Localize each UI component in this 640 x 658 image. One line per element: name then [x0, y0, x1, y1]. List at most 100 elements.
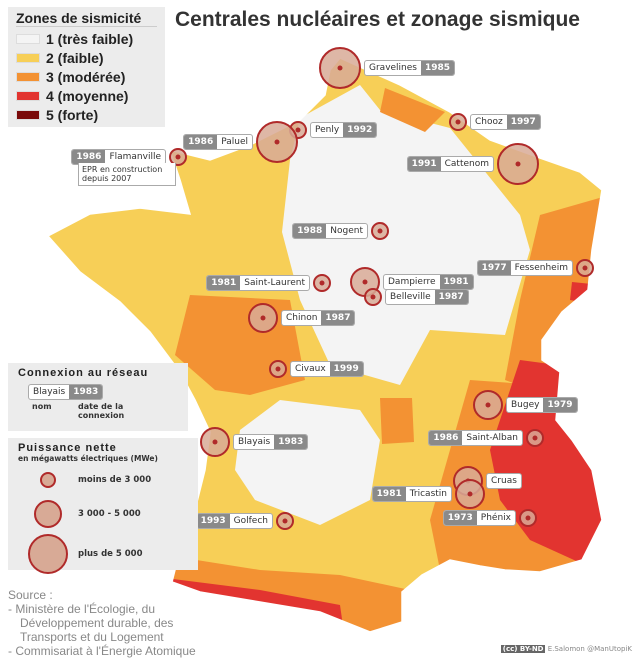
zone-swatch — [16, 90, 40, 101]
plant-name: Paluel — [221, 137, 248, 147]
plant-name: Cruas — [491, 476, 517, 486]
plant-label-bugey[interactable]: Bugey 1979 — [506, 397, 578, 413]
seismic-legend: Zones de sismicité 1 (très faible) 2 (fai… — [8, 7, 165, 127]
plant-dot — [175, 154, 181, 160]
plant-year: 1986 — [184, 135, 218, 149]
legend-zone-3: 3 (modérée) — [16, 67, 157, 86]
plant-name: Nogent — [330, 226, 363, 236]
power-size-row: plus de 5 000 — [18, 531, 188, 577]
plant-label-cruas[interactable]: Cruas — [486, 473, 522, 489]
size-circle-icon — [28, 534, 68, 574]
connexion-title: Connexion au réseau — [18, 367, 149, 379]
size-circle-icon — [40, 472, 56, 488]
plant-label-blayais[interactable]: Blayais 1983 — [233, 434, 309, 450]
plant-year: 1987 — [434, 290, 468, 304]
plant-name: Saint-Alban — [466, 433, 518, 443]
plant-label-gravelines[interactable]: Gravelines 1985 — [364, 60, 456, 76]
plant-label-golfech[interactable]: 1993 Golfech — [195, 513, 273, 529]
plant-label-saint-alban[interactable]: 1986 Saint-Alban — [428, 430, 523, 446]
connexion-legend: Connexion au réseau Blayais 1983 nom date … — [8, 363, 188, 431]
plant-name: Fessenheim — [514, 263, 568, 273]
plant-label-fessenheim[interactable]: 1977 Fessenheim — [476, 260, 573, 276]
plant-year: 1981 — [207, 276, 241, 290]
plant-dot — [212, 439, 218, 445]
plant-dot — [337, 65, 343, 71]
plant-year: 1979 — [543, 398, 577, 412]
plant-dot — [582, 265, 588, 271]
zone-3-north — [380, 88, 445, 132]
legend-zone-2: 2 (faible) — [16, 48, 157, 67]
plant-name: Chooz — [475, 117, 503, 127]
plant-name: Tricastin — [409, 489, 447, 499]
plant-label-chinon[interactable]: Chinon 1987 — [281, 310, 356, 326]
zone-swatch — [16, 33, 40, 44]
zone-3-central — [380, 398, 414, 444]
plant-label-penly[interactable]: Penly 1992 — [310, 122, 378, 138]
zone-swatch — [16, 109, 40, 120]
flamanville-note: EPR en construction depuis 2007 — [78, 163, 176, 186]
plant-year: 1993 — [196, 514, 230, 528]
plant-name: Belleville — [390, 292, 431, 302]
plant-label-nogent[interactable]: 1988 Nogent — [292, 223, 368, 239]
plant-year: 1981 — [372, 487, 406, 501]
legend-title: Zones de sismicité — [16, 10, 157, 27]
plant-dot — [274, 139, 280, 145]
source-title: Source : — [8, 588, 53, 602]
plant-label-dampierre[interactable]: Dampierre 1981 — [383, 274, 474, 290]
plant-name: Chinon — [286, 313, 318, 323]
plant-year: 1973 — [443, 511, 477, 525]
plant-year: 1999 — [329, 362, 363, 376]
map-title: Centrales nucléaires et zonage sismique — [175, 8, 580, 31]
power-title: Puissance nette — [18, 442, 117, 454]
plant-dot — [485, 402, 491, 408]
power-subtitle: en mégawatts électriques (MWe) — [18, 454, 158, 463]
zone-swatch — [16, 71, 40, 82]
plant-label-phénix[interactable]: 1973 Phénix — [442, 510, 516, 526]
zone-label: 4 (moyenne) — [46, 87, 129, 104]
plant-dot — [525, 515, 531, 521]
zone-3-east — [505, 195, 602, 400]
example-label: Blayais 1983 — [28, 384, 104, 400]
plant-dot — [275, 366, 281, 372]
plant-dot — [362, 279, 368, 285]
source-line: Développement durable, des — [20, 616, 174, 630]
plant-dot — [467, 491, 473, 497]
plant-label-paluel[interactable]: 1986 Paluel — [183, 134, 253, 150]
plant-dot — [377, 228, 383, 234]
plant-year: 1986 — [72, 150, 106, 164]
zone-label: 3 (modérée) — [46, 68, 126, 85]
plant-dot — [370, 294, 376, 300]
plant-name: Bugey — [511, 400, 540, 410]
date-caption: date de la connexion — [78, 402, 125, 420]
plant-dot — [532, 435, 538, 441]
plant-label-civaux[interactable]: Civaux 1999 — [290, 361, 364, 377]
plant-year: 1985 — [420, 61, 455, 75]
plant-name: Blayais — [238, 437, 271, 447]
plant-label-saint-laurent[interactable]: 1981 Saint-Laurent — [206, 275, 310, 291]
example-name: Blayais — [33, 387, 66, 397]
plant-label-belleville[interactable]: Belleville 1987 — [385, 289, 469, 305]
plant-name: Penly — [315, 125, 340, 135]
legend-zone-1: 1 (très faible) — [16, 29, 157, 48]
plant-year: 1992 — [343, 123, 377, 137]
plant-name: Dampierre — [388, 277, 436, 287]
zone-label: 2 (faible) — [46, 49, 104, 66]
zone-label: 1 (très faible) — [46, 30, 134, 47]
author: E.Salomon @ManUtopiK — [547, 645, 632, 653]
zone-swatch — [16, 52, 40, 63]
plant-name: Golfech — [233, 516, 268, 526]
plant-name: Cattenom — [444, 159, 489, 169]
size-label: 3 000 - 5 000 — [78, 509, 141, 519]
plant-year: 1983 — [274, 435, 308, 449]
plant-dot — [282, 518, 288, 524]
plant-label-cattenom[interactable]: 1991 Cattenom — [406, 156, 494, 172]
zone-label: 5 (forte) — [46, 106, 99, 123]
source-line: Transports et du Logement — [20, 630, 164, 644]
plant-label-tricastin[interactable]: 1981 Tricastin — [371, 486, 452, 502]
size-circle-icon — [34, 500, 62, 528]
legend-zone-5: 5 (forte) — [16, 105, 157, 124]
plant-year: 1981 — [439, 275, 473, 289]
plant-year: 1987 — [321, 311, 355, 325]
plant-label-chooz[interactable]: Chooz 1997 — [470, 114, 541, 130]
